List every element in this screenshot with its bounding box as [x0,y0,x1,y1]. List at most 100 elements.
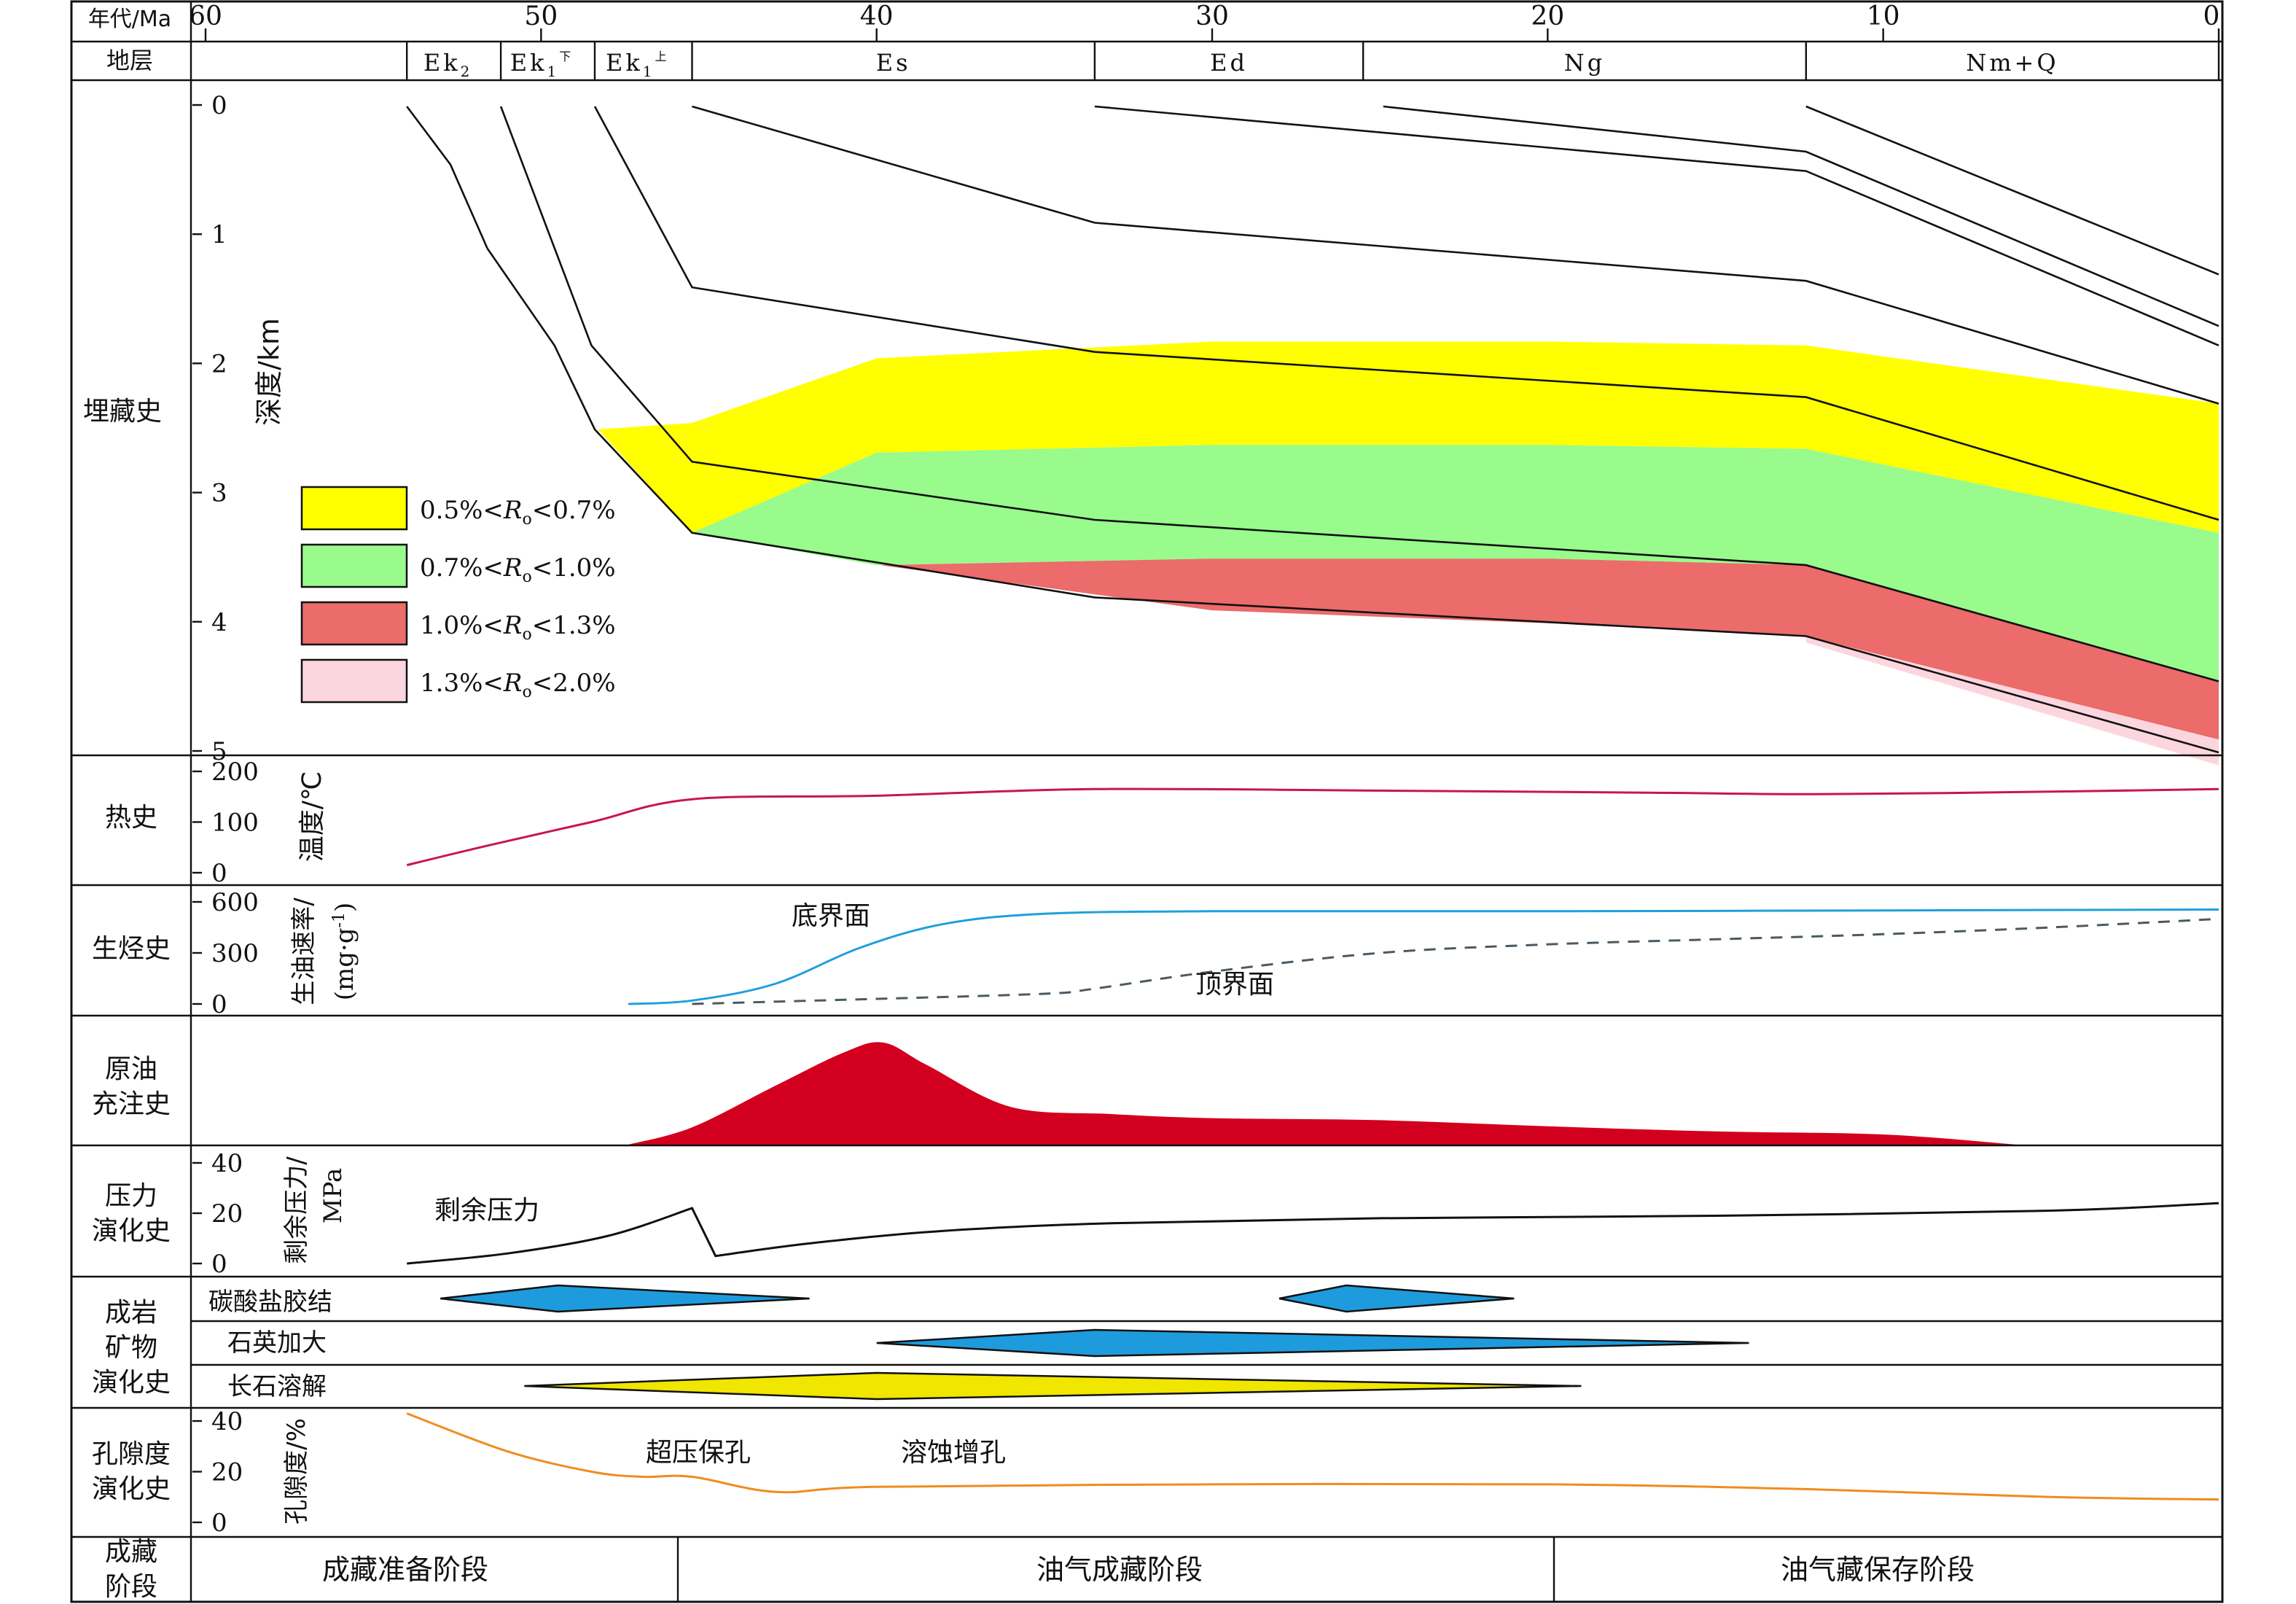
pressure-axis-label-2: MPa [319,1168,348,1223]
bottom-interface-label: 底界面 [792,901,870,931]
age-tick-label: 50 [524,1,558,31]
row-label-pressure-1: 压力 [105,1181,157,1211]
stage-row: 成藏准备阶段 油气成藏阶段 油气藏保存阶段 [322,1554,1975,1586]
horizon-ek1--line [499,106,2219,682]
stratum-subscript: 1 [547,63,560,80]
stratum-superscript: 下 [559,50,574,63]
age-tick-label: 60 [189,1,222,31]
pressure-tick-label: 0 [211,1250,227,1279]
porosity-curve [406,1412,2219,1501]
legend-swatch [300,601,408,646]
diagenesis-label-carbonate: 碳酸盐胶结 [208,1288,332,1317]
stratum-label: Ek1下 [510,49,574,80]
depth-axis-label: 深度/km [253,318,285,426]
porosity-tick-label: 0 [211,1508,227,1538]
stratum-label: Ed [1210,49,1248,77]
temperature-tick-label: 100 [211,809,259,838]
generation-axis-unit: (mg·g [330,927,359,1000]
header: 年代/Ma 地层 60 50 40 30 20 10 0 Ek2 Ek1下 Ek1上 Es Ed Ng… [88,1,2220,80]
bottom-interface-curve [628,908,2219,1005]
diagenesis-event-4 [524,1371,1582,1401]
pressure-axis-label-1: 剩余压力/ [282,1156,311,1264]
thermal-history-panel: 200 100 0 温度/℃ [192,758,2219,888]
stratum-label: Ek1上 [606,49,670,80]
stratum-label: 地层 [106,47,153,74]
pressure-tick-label: 40 [211,1149,243,1178]
stratum-name: Ng [1564,49,1605,77]
legend-swatch [300,658,408,704]
dissolution-porosity-label: 溶蚀增孔 [901,1438,1006,1468]
horizon-es-line [692,105,2219,405]
pressure-tick-label: 20 [211,1199,243,1229]
generation-axis-unit-end: ) [330,903,359,912]
depth-tick-label: 5 [211,737,227,766]
generation-axis-label-2: (mg·g-1) [330,903,359,1001]
burial-history-panel: 0 1 2 3 4 5 深度/km 0.5%<Ro<0.7% 0.7%<Ro<1.0% 1.0… [192,91,2219,766]
overpressure-curve [407,1202,2219,1265]
age-tick-label: 20 [1531,1,1564,31]
diagenesis-label-feldspar: 长石溶解 [227,1372,327,1401]
table-grid [70,0,2224,1603]
row-label-stage-1: 成藏 [105,1537,157,1567]
row-labels: 埋藏史 热史 生烃史 原油 充注史 压力 演化史 成岩 矿物 演化史 孔隙度 演… [83,397,171,1602]
row-label-diagenesis-3: 演化史 [92,1368,171,1398]
generation-tick-label: 0 [211,990,227,1019]
porosity-tick-group: 40 20 0 [192,1407,243,1538]
row-label-porosity-1: 孔隙度 [92,1439,171,1469]
legend-swatch [300,486,408,531]
temperature-curve [406,787,2219,867]
row-label-burial: 埋藏史 [83,397,162,427]
horizon-ek1--line [593,106,2219,521]
porosity-axis-label: 孔隙度/% [282,1418,311,1525]
legend-label: 0.5%<Ro<0.7% [420,496,616,529]
generation-axis-unit-sup: -1 [330,912,348,927]
row-label-pressure-2: 演化史 [92,1216,171,1246]
ro-zone-4 [1805,636,2219,766]
stratum-superscript: 上 [655,50,669,63]
legend-label: 1.3%<Ro<2.0% [420,669,616,701]
age-tick-label: 0 [2203,1,2220,31]
row-label-diagenesis-1: 成岩 [105,1298,157,1328]
ro-zone-3 [880,558,2219,747]
row-label-generation: 生烃史 [92,934,171,964]
porosity-tick-label: 20 [211,1458,243,1487]
ro-zone-1 [598,341,2219,533]
diagenesis-label-quartz: 石英加大 [227,1328,327,1358]
stratum-label: Es [876,49,911,77]
stratum-subscript: 1 [643,63,655,80]
row-label-charge-2: 充注史 [92,1089,171,1119]
stratum-name: Ek [423,49,461,77]
diagenesis-event-2 [1278,1284,1515,1313]
generation-tick-label: 300 [211,939,259,968]
horizon-ng-line [1383,105,2219,327]
horizon-ek2-line [406,106,2219,754]
top-interface-curve [692,917,2219,1005]
pressure-evolution-panel: 40 20 0 剩余压力/ MPa 剩余压力 [192,1149,2219,1279]
stage-preservation: 油气藏保存阶段 [1781,1554,1975,1586]
oil-charge-area [628,1042,2018,1145]
ro-zone-group [598,341,2219,766]
legend-label: 1.0%<Ro<1.3% [420,611,616,644]
depth-tick-group: 0 1 2 3 4 5 [192,91,227,766]
pressure-tick-group: 40 20 0 [192,1149,243,1279]
outer-frame [70,0,2224,1603]
temperature-axis-label: 温度/℃ [297,771,327,863]
depth-tick-label: 0 [211,91,227,120]
diagenesis-shape-group [440,1284,1749,1401]
row-label-diagenesis-2: 矿物 [105,1333,157,1363]
porosity-tick-label: 40 [211,1407,243,1436]
stratum-label: Nm+Q [1966,49,2058,77]
porosity-evolution-panel: 40 20 0 孔隙度/% 超压保孔 溶蚀增孔 [192,1407,2219,1538]
stratum-label: Ek2 [423,49,472,80]
depth-tick-label: 3 [211,479,227,508]
overpressure-preservation-label: 超压保孔 [646,1438,751,1468]
stage-accumulation: 油气成藏阶段 [1036,1554,1203,1586]
generation-tick-group: 600 300 0 [192,888,259,1019]
horizon-ed-line [1094,105,2219,346]
temperature-tick-label: 0 [211,859,227,888]
row-label-thermal: 热史 [105,803,157,833]
generation-history-panel: 600 300 0 生油速率/ (mg·g-1) 底界面 顶界面 [192,888,2219,1019]
overpressure-curve-label: 剩余压力 [434,1196,539,1226]
stratum-name: Ek [510,49,547,77]
